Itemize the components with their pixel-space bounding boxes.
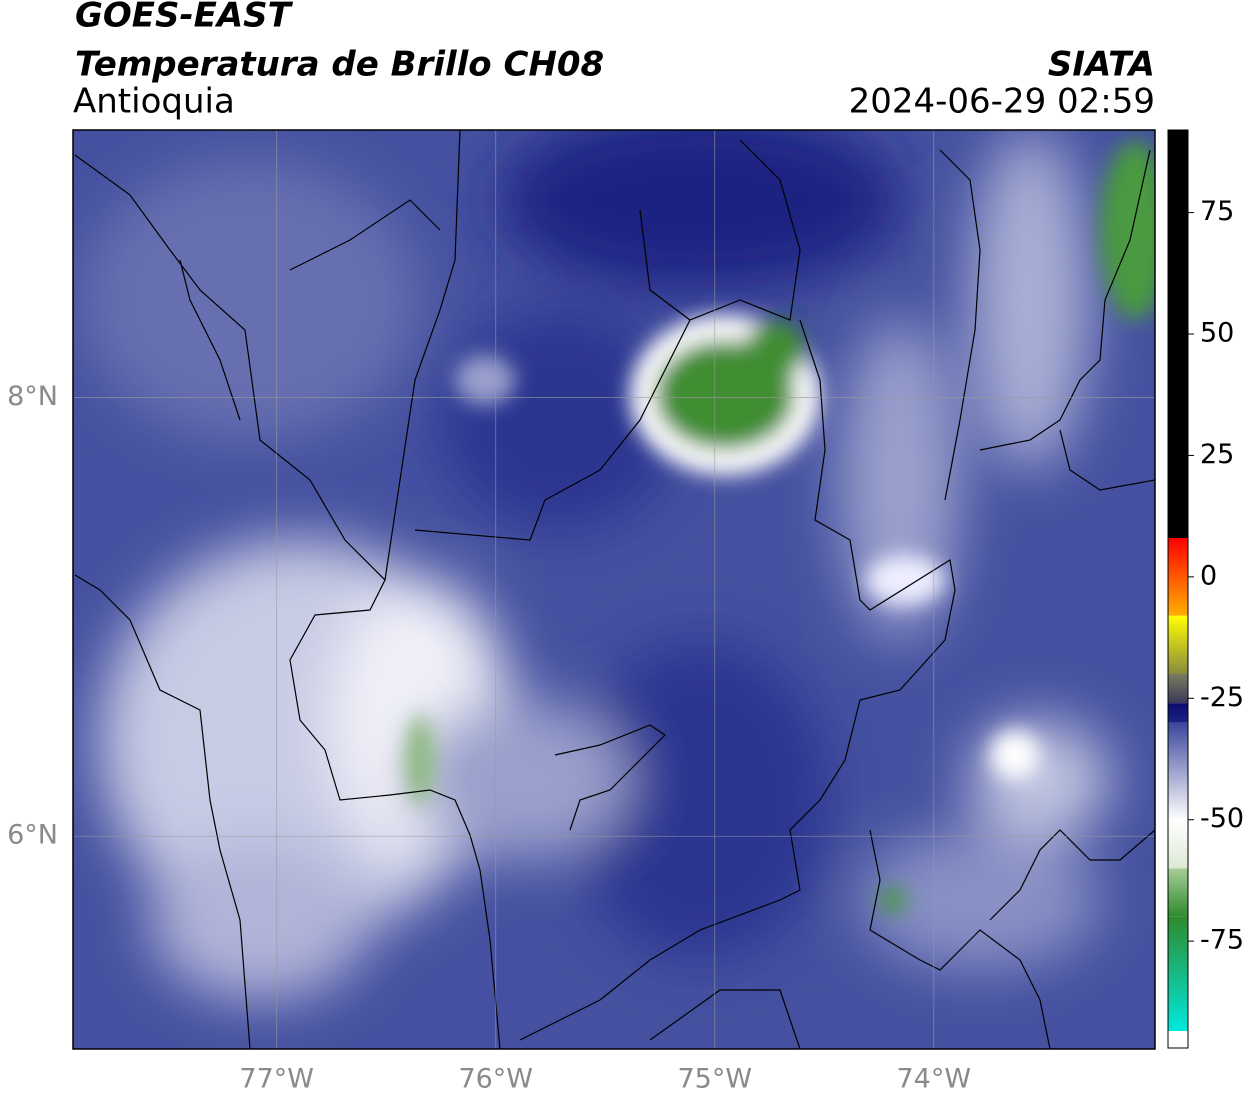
source: SIATA bbox=[1048, 45, 1155, 85]
y-tick-label: 8°N bbox=[7, 381, 58, 412]
y-tick-label: 6°N bbox=[7, 820, 58, 851]
colorbar-tick-label: 75 bbox=[1200, 196, 1234, 227]
colorbar-band bbox=[1168, 868, 1188, 917]
colorbar-frame bbox=[1167, 129, 1189, 1049]
boundaries bbox=[74, 130, 1155, 1049]
map-frame bbox=[72, 129, 1156, 1050]
colorbar-tick-label: 50 bbox=[1200, 318, 1234, 349]
region: Antioquia bbox=[73, 82, 235, 122]
x-tick-label: 77°W bbox=[239, 1064, 314, 1095]
colorbar-band bbox=[1168, 674, 1188, 704]
colorbar-tick-label: 25 bbox=[1200, 439, 1234, 470]
colorbar-band bbox=[1168, 615, 1188, 674]
colorbar-band bbox=[1168, 538, 1188, 616]
colorbar-band bbox=[1168, 1031, 1188, 1048]
grid bbox=[73, 130, 1155, 1049]
colorbar bbox=[1168, 130, 1194, 1048]
colorbar-tick-label: -75 bbox=[1200, 925, 1244, 956]
colorbar-band bbox=[1168, 703, 1188, 723]
colorbar-band bbox=[1168, 916, 1188, 1031]
colorbar-tick-label: 0 bbox=[1200, 560, 1217, 591]
colorbar-band bbox=[1168, 130, 1188, 538]
timestamp: 2024-06-29 02:59 bbox=[849, 82, 1155, 122]
subtitle: Temperatura de Brillo CH08 bbox=[75, 45, 604, 85]
colorbar-tick-label: -25 bbox=[1200, 682, 1244, 713]
title: GOES-EAST bbox=[75, 0, 294, 36]
x-tick-label: 75°W bbox=[677, 1064, 752, 1095]
colorbar-band bbox=[1168, 722, 1188, 820]
x-tick-label: 76°W bbox=[458, 1064, 533, 1095]
x-tick-label: 74°W bbox=[897, 1064, 972, 1095]
satellite-image bbox=[73, 130, 1155, 1049]
colorbar-band bbox=[1168, 819, 1188, 869]
colorbar-tick-label: -50 bbox=[1200, 803, 1244, 834]
